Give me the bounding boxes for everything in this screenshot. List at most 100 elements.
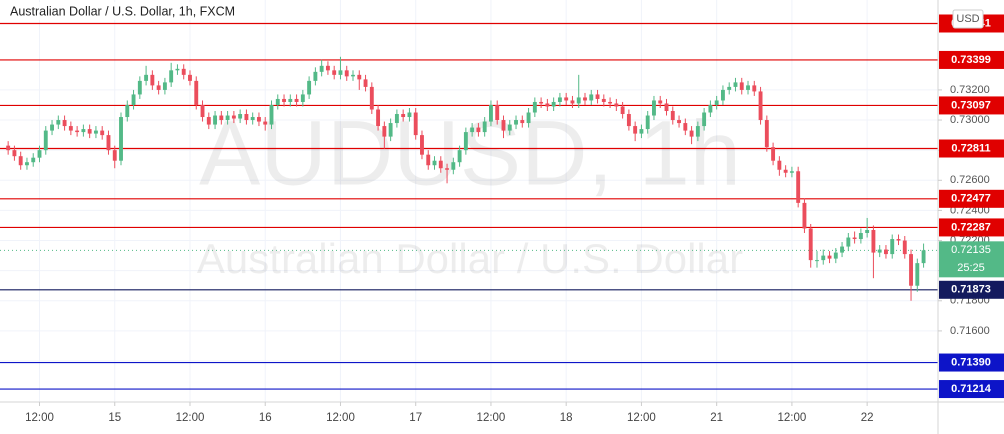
candle-body (420, 135, 424, 155)
candle-body (93, 130, 98, 134)
candle-body (739, 82, 744, 90)
candle-body (188, 74, 192, 81)
candle-body (821, 255, 826, 261)
candle-body (25, 162, 29, 166)
candle-body (463, 132, 468, 151)
candle-body (890, 239, 895, 255)
candle-body (526, 112, 531, 124)
candle-body (194, 80, 199, 105)
candle-body (896, 239, 901, 241)
candle-body (658, 100, 663, 104)
level-label: 0.71214 (951, 383, 992, 395)
candle-body (376, 109, 381, 127)
countdown: 25:25 (957, 262, 985, 274)
candle-body (257, 117, 261, 122)
last-price-bg (939, 241, 1004, 278)
candle-body (37, 150, 42, 158)
candle-body (802, 202, 807, 229)
candle-body (633, 126, 638, 134)
candle-body (388, 123, 393, 137)
candle-body (570, 100, 575, 104)
candle-body (664, 103, 669, 112)
candle-body (457, 150, 462, 163)
level-label: 0.71390 (951, 356, 991, 368)
level-label: 0.71873 (951, 284, 991, 296)
candle-body (357, 74, 362, 80)
candle-body (796, 171, 801, 203)
candle-body (720, 89, 725, 101)
candle-body (915, 263, 920, 286)
candle-body (501, 120, 506, 131)
candle-body (181, 68, 186, 75)
candle-body (689, 130, 694, 137)
candle-body (783, 169, 788, 173)
candle-body (363, 79, 368, 87)
candle-body (507, 124, 512, 131)
candle-body (639, 129, 644, 134)
candle-body (269, 104, 274, 125)
candle-body (840, 246, 845, 253)
candle-body (401, 114, 406, 118)
candle-body (43, 130, 48, 151)
x-tick-label: 12:00 (627, 412, 656, 424)
candle-body (31, 157, 36, 163)
candle-body (532, 101, 537, 113)
candle-body (714, 100, 719, 105)
candle-body (489, 104, 493, 122)
candle-body (777, 160, 782, 170)
candle-body (325, 65, 330, 71)
candle-body (263, 121, 268, 125)
y-tick-label: 0.73000 (950, 114, 990, 126)
candle-body (576, 97, 581, 104)
candle-body (545, 103, 550, 107)
candle-body (645, 115, 650, 130)
candle-body (81, 129, 86, 133)
candle-body (909, 254, 913, 286)
level-label: 0.73399 (951, 54, 991, 66)
level-label-bg (939, 50, 1004, 69)
candle-body (56, 120, 61, 125)
candle-body (100, 130, 105, 136)
candle-body (119, 117, 123, 161)
candle-body (451, 162, 456, 170)
x-tick-label: 15 (108, 412, 121, 424)
candle-body (833, 252, 838, 259)
x-tick-label: 12:00 (176, 412, 205, 424)
candle-body (68, 126, 73, 131)
level-label-bg (939, 380, 1004, 399)
candle-body (250, 117, 255, 121)
candle-body (200, 104, 205, 118)
candle-body (407, 112, 412, 118)
candle-body (683, 123, 688, 131)
currency-box[interactable] (952, 9, 984, 29)
level-label-bg (939, 139, 1004, 158)
candle-body (702, 112, 707, 127)
candle-body (771, 147, 776, 161)
candle-body (175, 68, 180, 71)
title-bg (0, 2, 262, 20)
candle-body (495, 104, 500, 121)
candle-body (413, 112, 418, 136)
candle-body (601, 98, 606, 102)
candle-body (369, 86, 374, 110)
candle-body (583, 97, 587, 101)
candle-body (608, 101, 613, 104)
candle-body (319, 65, 324, 72)
watermark: AUDUSD, 1h (199, 102, 741, 204)
candle-body (18, 156, 23, 166)
candle-body (225, 115, 230, 121)
level-label: 0.72811 (951, 142, 990, 154)
candle-body (476, 127, 481, 133)
candle-body (125, 104, 130, 118)
candle-body (708, 104, 713, 113)
chart-title: Australian Dollar / U.S. Dollar, 1h, FXC… (10, 4, 235, 18)
currency[interactable]: USD (956, 13, 979, 25)
candle-body (344, 70, 349, 77)
y-tick-label: 0.73200 (950, 84, 990, 96)
x-tick-label: 17 (409, 412, 422, 424)
x-tick-label: 12:00 (477, 412, 506, 424)
x-tick-label: 12:00 (778, 412, 807, 424)
candle-body (727, 86, 732, 90)
candle-body (332, 70, 337, 75)
